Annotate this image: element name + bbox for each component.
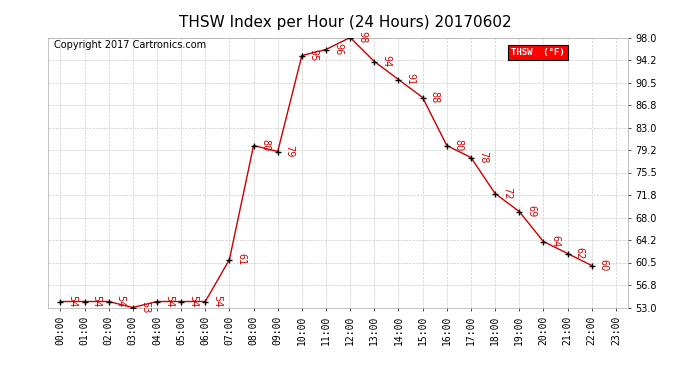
Text: 94: 94 xyxy=(382,56,391,68)
Text: 62: 62 xyxy=(575,248,584,259)
Text: THSW Index per Hour (24 Hours) 20170602: THSW Index per Hour (24 Hours) 20170602 xyxy=(179,15,511,30)
Text: 98: 98 xyxy=(357,32,367,44)
Text: 78: 78 xyxy=(478,151,488,164)
Text: 54: 54 xyxy=(213,296,222,307)
Text: 91: 91 xyxy=(406,74,415,86)
Text: 53: 53 xyxy=(140,302,150,313)
Text: THSW  (°F): THSW (°F) xyxy=(511,48,565,57)
Text: 61: 61 xyxy=(237,254,246,266)
Text: 54: 54 xyxy=(188,296,198,307)
Text: 79: 79 xyxy=(285,146,295,158)
Text: Copyright 2017 Cartronics.com: Copyright 2017 Cartronics.com xyxy=(54,40,206,50)
Text: 80: 80 xyxy=(454,140,464,152)
Text: 54: 54 xyxy=(164,296,174,307)
Text: 95: 95 xyxy=(309,50,319,62)
Text: 64: 64 xyxy=(551,236,560,248)
Text: 69: 69 xyxy=(526,206,536,218)
Text: 96: 96 xyxy=(333,44,343,55)
Text: 54: 54 xyxy=(68,296,77,307)
Text: 80: 80 xyxy=(261,140,270,152)
Text: 88: 88 xyxy=(430,92,440,104)
Text: 72: 72 xyxy=(502,187,512,200)
Text: 54: 54 xyxy=(92,296,101,307)
Text: 54: 54 xyxy=(116,296,126,307)
Text: 60: 60 xyxy=(599,260,609,272)
